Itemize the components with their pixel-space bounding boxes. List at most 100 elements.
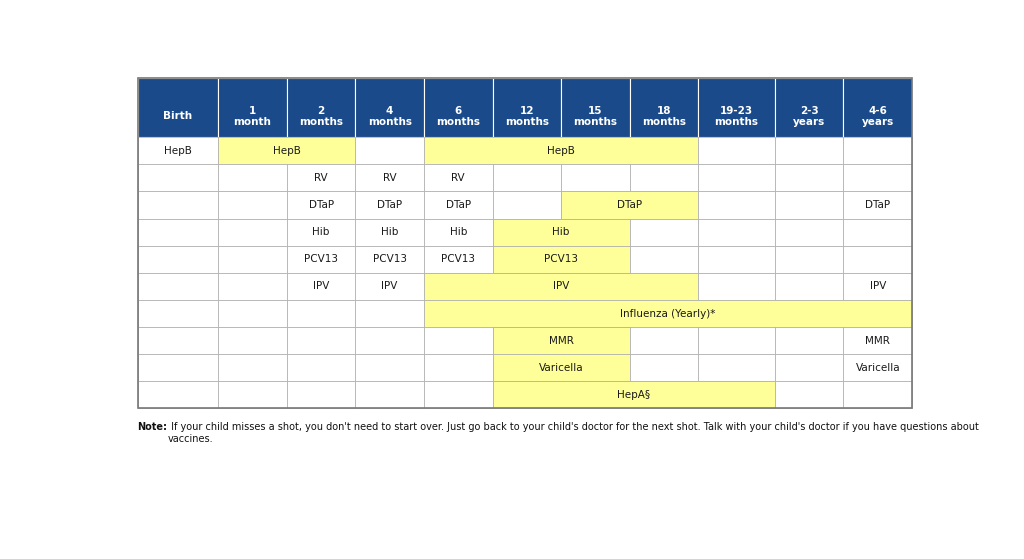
Text: Hib: Hib: [381, 227, 398, 237]
FancyBboxPatch shape: [561, 192, 698, 219]
FancyBboxPatch shape: [775, 138, 844, 164]
FancyBboxPatch shape: [493, 354, 630, 381]
Text: 2
months: 2 months: [299, 106, 343, 127]
FancyBboxPatch shape: [698, 273, 775, 300]
FancyBboxPatch shape: [218, 192, 287, 219]
FancyBboxPatch shape: [844, 164, 912, 192]
FancyBboxPatch shape: [630, 78, 698, 138]
FancyBboxPatch shape: [355, 219, 424, 246]
FancyBboxPatch shape: [287, 192, 355, 219]
FancyBboxPatch shape: [218, 327, 287, 354]
FancyBboxPatch shape: [424, 273, 698, 300]
FancyBboxPatch shape: [218, 246, 287, 273]
FancyBboxPatch shape: [287, 246, 355, 273]
FancyBboxPatch shape: [775, 354, 844, 381]
Text: DTaP: DTaP: [308, 200, 334, 210]
Text: 4
months: 4 months: [368, 106, 412, 127]
FancyBboxPatch shape: [424, 327, 493, 354]
Text: Hib: Hib: [552, 227, 569, 237]
FancyBboxPatch shape: [698, 246, 775, 273]
FancyBboxPatch shape: [424, 78, 493, 138]
Text: PCV13: PCV13: [544, 254, 579, 264]
FancyBboxPatch shape: [137, 219, 218, 246]
FancyBboxPatch shape: [137, 381, 218, 409]
FancyBboxPatch shape: [630, 219, 698, 246]
FancyBboxPatch shape: [137, 164, 218, 192]
FancyBboxPatch shape: [424, 354, 493, 381]
FancyBboxPatch shape: [698, 138, 775, 164]
FancyBboxPatch shape: [493, 78, 561, 138]
FancyBboxPatch shape: [698, 354, 775, 381]
FancyBboxPatch shape: [424, 138, 698, 164]
FancyBboxPatch shape: [775, 381, 844, 409]
FancyBboxPatch shape: [287, 164, 355, 192]
FancyBboxPatch shape: [561, 78, 630, 138]
Text: RV: RV: [383, 173, 396, 183]
FancyBboxPatch shape: [844, 327, 912, 354]
FancyBboxPatch shape: [218, 381, 287, 409]
FancyBboxPatch shape: [287, 273, 355, 300]
FancyBboxPatch shape: [844, 192, 912, 219]
Text: 12
months: 12 months: [505, 106, 549, 127]
FancyBboxPatch shape: [137, 327, 218, 354]
Text: PCV13: PCV13: [441, 254, 475, 264]
FancyBboxPatch shape: [137, 78, 218, 138]
Text: 6
months: 6 months: [436, 106, 480, 127]
FancyBboxPatch shape: [493, 219, 630, 246]
Text: 18
months: 18 months: [642, 106, 686, 127]
Text: Influenza (Yearly)*: Influenza (Yearly)*: [621, 309, 716, 319]
FancyBboxPatch shape: [137, 192, 218, 219]
FancyBboxPatch shape: [775, 78, 844, 138]
Text: HepB: HepB: [272, 146, 301, 156]
Text: RV: RV: [314, 173, 328, 183]
Text: HepA§: HepA§: [617, 390, 650, 400]
FancyBboxPatch shape: [493, 164, 561, 192]
Text: DTaP: DTaP: [617, 200, 642, 210]
FancyBboxPatch shape: [137, 138, 218, 164]
Text: 2-3
years: 2-3 years: [793, 106, 825, 127]
FancyBboxPatch shape: [218, 78, 287, 138]
FancyBboxPatch shape: [698, 219, 775, 246]
Text: Birth: Birth: [163, 111, 193, 121]
FancyBboxPatch shape: [424, 300, 912, 327]
FancyBboxPatch shape: [630, 354, 698, 381]
FancyBboxPatch shape: [218, 138, 355, 164]
FancyBboxPatch shape: [137, 300, 218, 327]
FancyBboxPatch shape: [493, 246, 630, 273]
FancyBboxPatch shape: [775, 219, 844, 246]
FancyBboxPatch shape: [218, 300, 287, 327]
FancyBboxPatch shape: [493, 381, 775, 409]
FancyBboxPatch shape: [355, 354, 424, 381]
FancyBboxPatch shape: [493, 192, 561, 219]
FancyBboxPatch shape: [844, 354, 912, 381]
Text: RV: RV: [452, 173, 465, 183]
Text: PCV13: PCV13: [373, 254, 407, 264]
FancyBboxPatch shape: [355, 138, 424, 164]
FancyBboxPatch shape: [287, 327, 355, 354]
FancyBboxPatch shape: [218, 164, 287, 192]
FancyBboxPatch shape: [355, 192, 424, 219]
Text: IPV: IPV: [553, 281, 569, 291]
FancyBboxPatch shape: [218, 354, 287, 381]
FancyBboxPatch shape: [630, 327, 698, 354]
FancyBboxPatch shape: [355, 273, 424, 300]
FancyBboxPatch shape: [355, 327, 424, 354]
Text: DTaP: DTaP: [445, 200, 471, 210]
FancyBboxPatch shape: [424, 164, 493, 192]
FancyBboxPatch shape: [698, 164, 775, 192]
FancyBboxPatch shape: [630, 164, 698, 192]
Text: HepB: HepB: [547, 146, 575, 156]
Text: Hib: Hib: [312, 227, 330, 237]
FancyBboxPatch shape: [287, 78, 355, 138]
FancyBboxPatch shape: [424, 219, 493, 246]
FancyBboxPatch shape: [355, 164, 424, 192]
FancyBboxPatch shape: [698, 78, 775, 138]
FancyBboxPatch shape: [698, 192, 775, 219]
FancyBboxPatch shape: [844, 78, 912, 138]
FancyBboxPatch shape: [355, 246, 424, 273]
FancyBboxPatch shape: [775, 192, 844, 219]
Text: 1
month: 1 month: [233, 106, 271, 127]
Text: If your child misses a shot, you don't need to start over. Just go back to your : If your child misses a shot, you don't n…: [168, 422, 979, 444]
FancyBboxPatch shape: [844, 273, 912, 300]
FancyBboxPatch shape: [775, 327, 844, 354]
